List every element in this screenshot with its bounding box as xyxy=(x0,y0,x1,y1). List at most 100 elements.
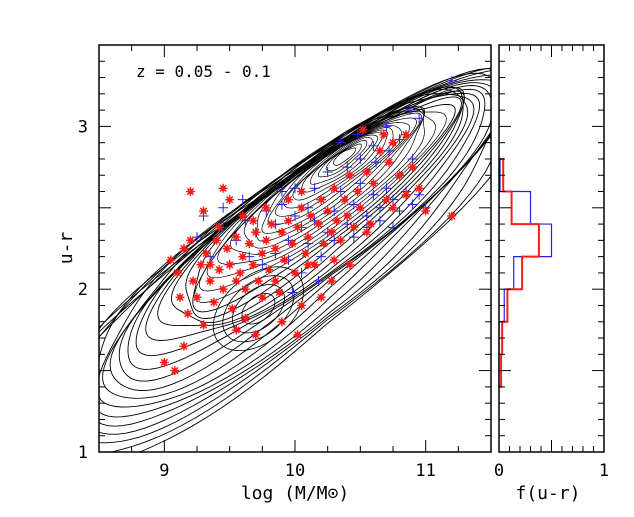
red-star-point xyxy=(355,203,365,213)
star-core xyxy=(315,221,322,227)
contour-line xyxy=(109,88,486,391)
x-tick-label: 10 xyxy=(285,461,305,481)
blue-cross-point xyxy=(404,105,415,116)
blue-cross-point xyxy=(316,251,327,262)
red-star-point xyxy=(297,187,307,197)
star-core xyxy=(233,278,239,284)
blue-cross-point xyxy=(348,199,359,210)
star-core xyxy=(181,343,187,349)
blue-cross-point xyxy=(381,121,392,132)
red-star-point xyxy=(261,203,271,213)
red-star-point xyxy=(199,320,209,330)
red-star-point xyxy=(358,125,368,135)
star-core xyxy=(194,294,200,300)
red-star-point xyxy=(353,187,363,197)
blue-cross-point xyxy=(407,153,418,164)
side-x-tick-label: 0 xyxy=(494,461,504,481)
red-star-point xyxy=(179,341,189,351)
star-core xyxy=(351,224,357,230)
red-star-point xyxy=(170,366,180,376)
star-core xyxy=(181,245,187,252)
star-core xyxy=(250,218,256,224)
contour-line xyxy=(99,68,491,452)
blue-cross-point xyxy=(290,210,300,221)
star-core xyxy=(220,185,226,191)
red-star-point xyxy=(240,284,250,294)
main-plot-frame xyxy=(98,44,492,453)
red-star-point xyxy=(264,265,274,275)
red-star-point xyxy=(366,219,376,229)
star-core xyxy=(187,237,194,243)
red-star-point xyxy=(306,211,316,221)
red-star-point xyxy=(270,276,280,286)
star-core xyxy=(312,262,318,268)
star-core xyxy=(410,164,416,170)
star-core xyxy=(214,237,220,243)
star-core xyxy=(403,131,409,138)
star-core xyxy=(224,245,230,252)
star-core xyxy=(227,197,233,203)
red-star-point xyxy=(316,195,326,205)
red-star-point xyxy=(196,260,206,270)
red-star-point xyxy=(238,252,248,262)
contour-line xyxy=(317,140,368,178)
red-star-point xyxy=(340,195,350,205)
red-star-point xyxy=(185,187,195,197)
contour-line xyxy=(292,132,384,201)
star-core xyxy=(207,262,213,268)
star-core xyxy=(172,368,178,374)
star-core xyxy=(198,262,204,268)
star-core xyxy=(298,302,305,309)
star-core xyxy=(161,359,167,366)
star-core xyxy=(168,257,174,263)
blue-cross-point xyxy=(237,194,248,205)
red-star-point xyxy=(345,260,355,270)
star-core xyxy=(295,224,301,230)
red-star-point xyxy=(342,211,352,221)
blue-cross-point xyxy=(313,276,324,287)
star-core xyxy=(253,332,259,338)
blue-cross-point xyxy=(335,186,346,197)
star-core xyxy=(308,213,314,219)
star-core xyxy=(360,127,366,133)
blue-cross-point xyxy=(276,186,287,197)
red-star-point xyxy=(332,216,342,226)
red-star-point xyxy=(257,292,267,302)
histogram-bars xyxy=(498,157,553,388)
red-star-point xyxy=(205,260,215,270)
star-core xyxy=(298,188,305,195)
red-star-point xyxy=(209,297,219,307)
contour-line xyxy=(332,147,357,166)
blue-cross-point xyxy=(384,145,395,156)
red-star-point xyxy=(227,304,237,314)
star-core xyxy=(338,237,344,243)
blue-cross-point xyxy=(414,113,425,124)
star-core xyxy=(298,205,305,211)
star-core xyxy=(216,224,222,230)
star-core xyxy=(200,208,207,214)
red-star-point xyxy=(205,276,215,286)
star-core xyxy=(289,241,295,247)
density-contours xyxy=(99,67,491,452)
star-core xyxy=(200,322,207,328)
star-core xyxy=(383,197,390,203)
star-core xyxy=(233,327,239,333)
red-star-point xyxy=(349,222,359,232)
contour-line xyxy=(99,79,491,418)
star-core xyxy=(355,188,361,195)
star-core xyxy=(220,286,226,292)
y-axis-label: u-r xyxy=(56,232,77,265)
star-core xyxy=(174,270,180,276)
contour-line xyxy=(325,143,362,172)
star-core xyxy=(185,311,191,317)
blue-cross-point xyxy=(381,183,392,194)
red-star-point xyxy=(214,222,224,232)
blue-cross-point xyxy=(388,222,398,233)
blue-cross-point xyxy=(290,183,300,194)
star-core xyxy=(246,241,252,247)
red-star-point xyxy=(384,157,394,167)
red-star-point xyxy=(314,219,324,229)
red-star-point xyxy=(238,211,248,221)
red-star-point xyxy=(248,216,258,226)
